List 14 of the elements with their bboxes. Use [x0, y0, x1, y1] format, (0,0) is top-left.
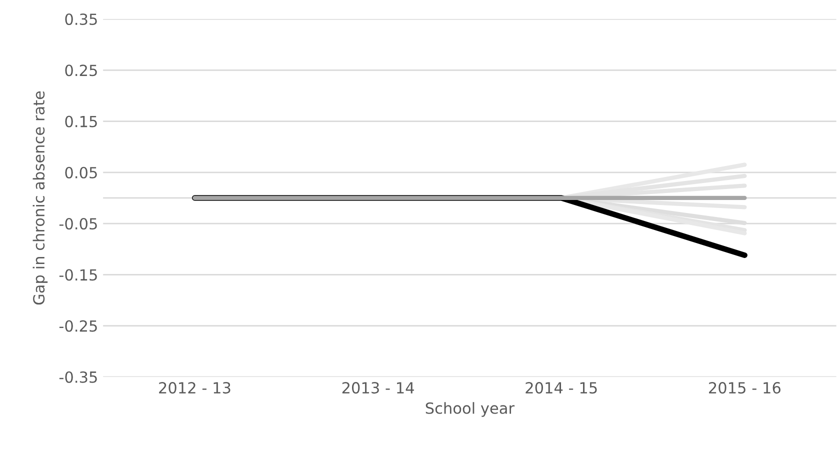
y-tick-label: -0.15: [59, 269, 97, 281]
x-axis-title: School year: [426, 402, 515, 417]
x-tick-label: 2014 - 15: [526, 382, 597, 394]
y-tick-label: 0.35: [65, 13, 97, 26]
y-tick-label: -0.25: [59, 320, 97, 332]
y-tick-label: 0.15: [65, 116, 97, 128]
y-axis-title: Gap in chronic absence rate: [32, 91, 48, 305]
x-tick-label: 2015 - 16: [709, 382, 780, 394]
y-tick-label: 0.25: [65, 64, 97, 76]
x-tick-label: 2013 - 14: [342, 382, 414, 394]
x-tick-label: 2012 - 13: [159, 382, 230, 394]
y-tick-label: 0.05: [65, 166, 97, 178]
y-tick-label: -0.05: [59, 218, 97, 230]
y-tick-label: -0.35: [59, 371, 97, 383]
